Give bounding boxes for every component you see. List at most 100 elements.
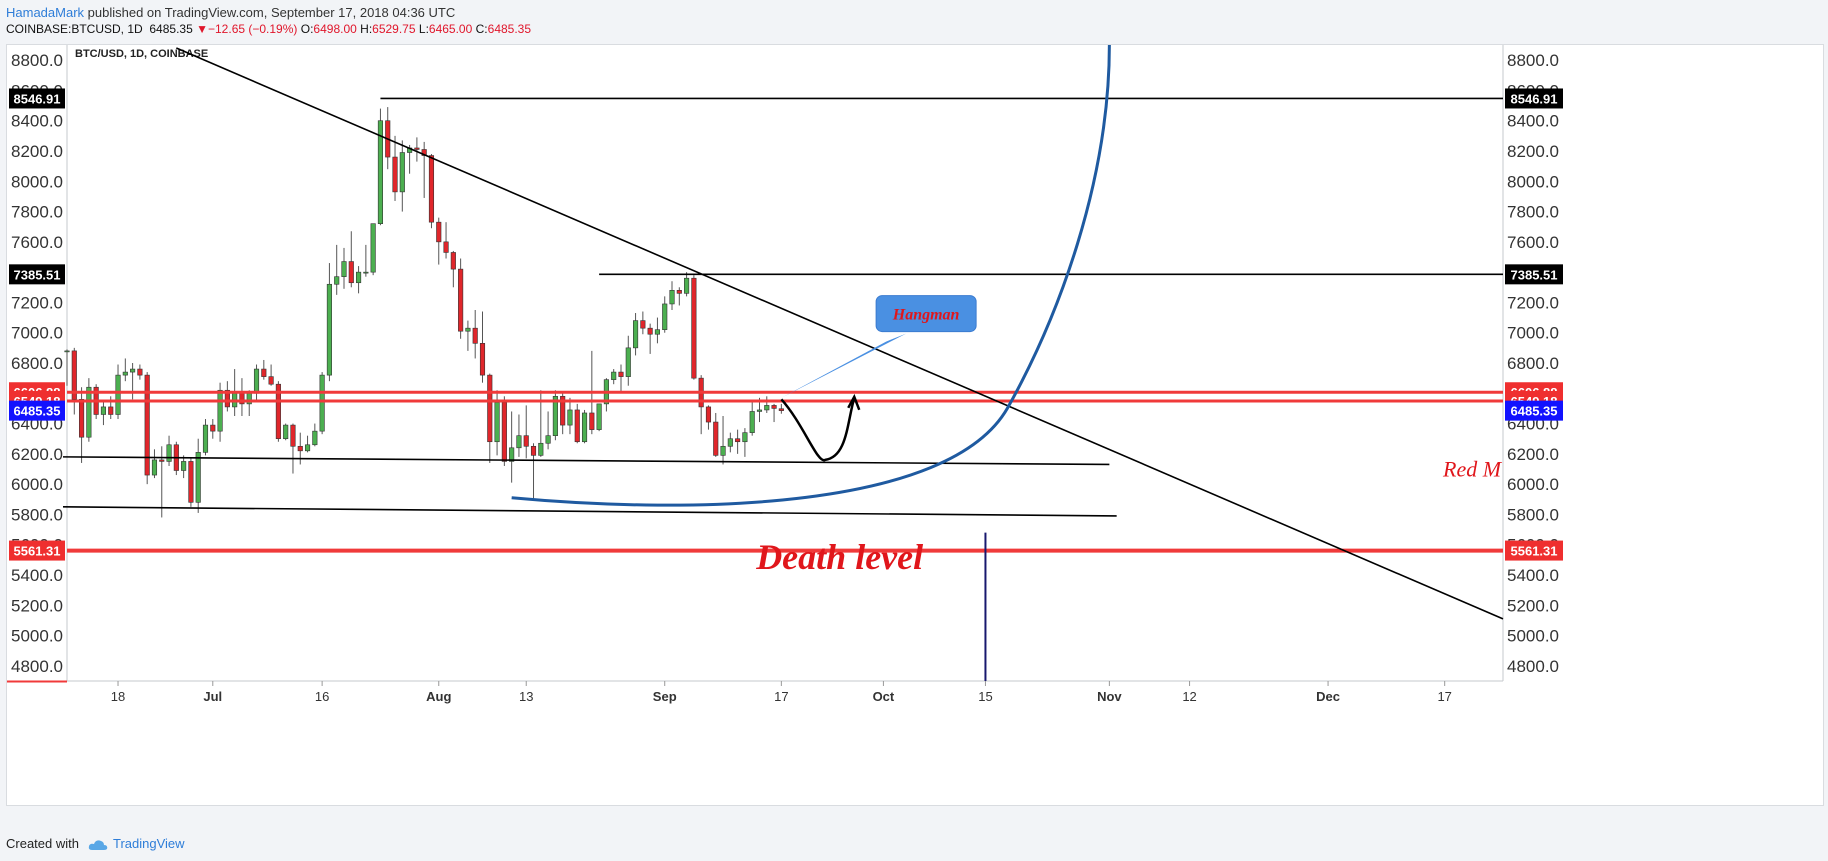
y-tick-label-right: 5400.0 [1507,566,1559,585]
y-tick-label-right: 7600.0 [1507,233,1559,252]
candle-body [144,374,150,476]
candle-body [224,389,230,408]
y-tick-label-left: 6200.0 [11,445,63,464]
price-badge-right-text: 5561.31 [1511,544,1558,559]
candle-body [356,271,362,284]
hangman-label: Hangman [892,307,960,324]
candlestick-chart[interactable]: 4800.0 4800.0 5000.0 5000.0 5200.0 5200.0 5400… [7,45,1823,805]
chart-area[interactable]: 4800.0 4800.0 5000.0 5000.0 5200.0 5200.0 5400… [6,44,1824,806]
price-badge-right [1505,88,1563,109]
tradingview-link[interactable]: TradingView [88,836,185,851]
candle-body [633,320,639,349]
candle-body [312,430,318,446]
candle-body [377,120,384,224]
candle-body [458,268,464,332]
candle-body [86,386,92,438]
price-badge-right-text: 7385.51 [1511,267,1558,282]
high-value: 6529.75 [372,22,416,36]
candle-body [217,389,223,432]
candle-body [399,152,405,193]
ohlc-line: COINBASE:BTCUSD, 1D 6485.35 ▼−12.65 (−0.… [6,22,531,36]
candle-body [71,350,77,400]
price-badge-right [1505,400,1563,421]
price-badge-left-text: 8546.91 [14,91,61,106]
y-tick-label-left: 7000.0 [11,324,63,343]
price-badge-right [1505,540,1563,561]
author-link[interactable]: HamadaMark [6,5,85,20]
support-trendline-upper [62,456,1110,466]
y-tick-label-left: 5400.0 [11,566,63,585]
x-tick-label: 16 [315,689,329,704]
candle-body [392,156,398,193]
price-badge-right-text: 6485.35 [1511,404,1558,419]
candle-body [465,327,471,332]
candle-body [450,252,456,270]
price-badge-left [9,88,65,109]
candle-body [122,371,128,376]
y-tick-label-right: 5200.0 [1507,596,1559,615]
open-label: O: [300,22,314,36]
candle-body [370,223,376,273]
candle-body [326,283,332,376]
x-tick-label: Jul [203,689,222,704]
candle-body [647,327,653,335]
y-tick-label-left: 7200.0 [11,293,63,312]
x-tick-label: Dec [1316,689,1340,704]
candle-body [79,399,85,438]
price-badge-left [9,400,65,421]
price-badge-left [9,264,65,285]
x-tick-label: 18 [111,689,125,704]
candle-body [509,447,515,462]
candle-body [676,290,682,294]
y-tick-label-left: 8400.0 [11,112,63,131]
candle-body [414,147,420,150]
y-tick-label-left: 8800.0 [11,51,63,70]
candle-body [166,444,172,462]
death-level-label: Death level [755,537,923,577]
publish-text: published on TradingView.com, September … [84,5,456,20]
candle-body [669,290,675,305]
x-tick-label: Nov [1097,689,1122,704]
candle-body [771,405,777,409]
candle-body [589,412,595,430]
candle-body [64,350,70,353]
y-tick-label-left: 5000.0 [11,627,63,646]
candle-body [130,368,136,373]
candle-body [436,221,442,243]
candle-body [735,438,741,443]
candle-body [195,452,201,503]
candle-body [341,261,347,277]
arrow-head-icon [847,393,861,411]
candle-body [202,424,209,453]
y-tick-label-left: 6800.0 [11,354,63,373]
candle-body [290,424,296,447]
projection-u-arrow [780,397,856,462]
candle-body [742,432,748,443]
candle-body [159,459,165,462]
close-label: C: [475,22,488,36]
low-value: 6465.00 [428,22,473,36]
y-tick-label-left: 5800.0 [11,505,63,524]
candle-body [479,343,486,376]
candle-body [756,409,763,412]
candle-body [691,277,697,379]
symbol-label: COINBASE:BTCUSD, 1D [6,22,143,36]
candle-body [618,371,624,377]
candle-body [581,412,588,443]
price-badge-left-text: 7385.51 [14,267,61,282]
y-tick-label-right: 7000.0 [1507,324,1559,343]
callout-pointer [781,333,907,398]
last-price: 6485.35 [149,22,193,36]
candle-body [552,396,558,436]
candle-body [115,374,121,415]
candle-body [472,327,478,344]
price-badge-right-text: 8546.91 [1511,91,1558,106]
tradingview-label: TradingView [113,836,185,851]
candle-body [297,445,303,452]
candle-body [713,421,719,456]
candle-body [253,368,260,394]
y-tick-label-left: 5200.0 [11,596,63,615]
y-tick-label-right: 6000.0 [1507,475,1559,494]
candle-body [268,376,274,385]
candle-body [574,409,580,443]
